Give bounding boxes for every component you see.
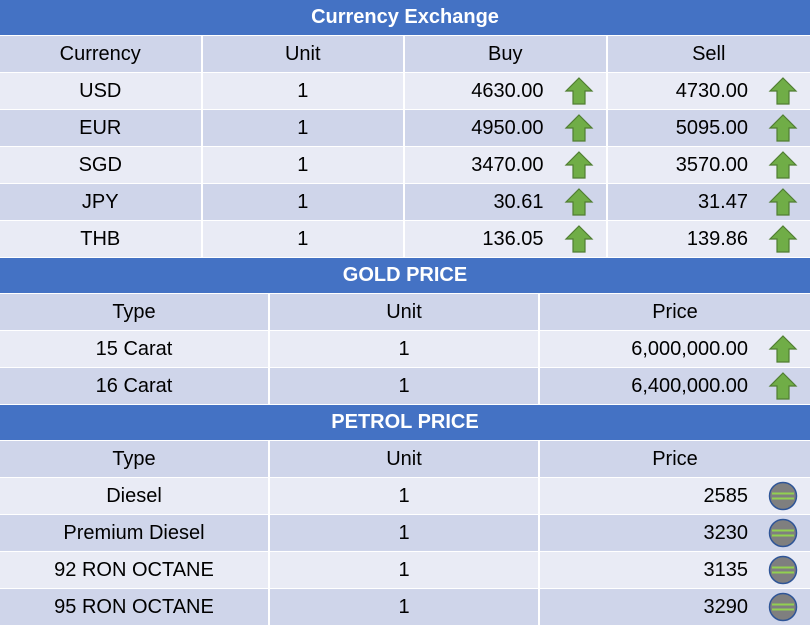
sell-rate: 4730.00 <box>608 73 811 109</box>
buy-rate-value: 30.61 <box>493 190 544 213</box>
gold-row: 15 Carat 1 6,000,000.00 <box>0 331 810 368</box>
petrol-type: Premium Diesel <box>0 515 270 551</box>
unchanged-icon <box>768 518 798 548</box>
up-arrow-icon <box>768 187 798 217</box>
buy-rate-value: 4950.00 <box>471 116 544 139</box>
up-arrow-icon <box>564 150 594 180</box>
header-type: Type <box>0 294 270 330</box>
currency-header-row: Currency Unit Buy Sell <box>0 36 810 73</box>
currency-row: USD 1 4630.00 4730.00 <box>0 73 810 110</box>
petrol-price-value: 3290 <box>703 595 749 618</box>
unchanged-icon <box>768 481 798 511</box>
unit-value: 1 <box>270 552 540 588</box>
sell-rate-value: 5095.00 <box>675 116 748 139</box>
sell-rate-value: 3570.00 <box>675 153 748 176</box>
buy-rate: 4950.00 <box>405 110 608 146</box>
buy-rate: 136.05 <box>405 221 608 257</box>
header-unit: Unit <box>270 441 540 477</box>
sell-rate: 3570.00 <box>608 147 811 183</box>
up-arrow-icon <box>564 224 594 254</box>
buy-rate-value: 136.05 <box>482 227 544 250</box>
up-arrow-icon <box>564 76 594 106</box>
unit-value: 1 <box>203 73 405 109</box>
buy-rate: 3470.00 <box>405 147 608 183</box>
petrol-price-value: 3135 <box>703 558 749 581</box>
gold-header-row: Type Unit Price <box>0 294 810 331</box>
currency-code: USD <box>0 73 203 109</box>
currency-row: JPY 1 30.61 31.47 <box>0 184 810 221</box>
up-arrow-icon <box>768 113 798 143</box>
header-currency: Currency <box>0 36 203 72</box>
sell-rate: 31.47 <box>608 184 811 220</box>
petrol-row: 92 RON OCTANE 1 3135 <box>0 552 810 589</box>
sell-rate-value: 31.47 <box>697 190 748 213</box>
currency-code: EUR <box>0 110 203 146</box>
petrol-price: 3290 <box>540 589 810 625</box>
buy-rate: 30.61 <box>405 184 608 220</box>
petrol-price-value: 2585 <box>703 484 749 507</box>
gold-price: 6,400,000.00 <box>540 368 810 404</box>
buy-rate: 4630.00 <box>405 73 608 109</box>
up-arrow-icon <box>768 150 798 180</box>
gold-price-value: 6,400,000.00 <box>631 374 748 397</box>
up-arrow-icon <box>768 76 798 106</box>
header-unit: Unit <box>270 294 540 330</box>
up-arrow-icon <box>564 187 594 217</box>
sell-rate: 139.86 <box>608 221 811 257</box>
unit-value: 1 <box>203 184 405 220</box>
gold-price: 6,000,000.00 <box>540 331 810 367</box>
unit-value: 1 <box>270 515 540 551</box>
currency-code: THB <box>0 221 203 257</box>
petrol-type: 92 RON OCTANE <box>0 552 270 588</box>
unit-value: 1 <box>203 221 405 257</box>
petrol-price: 3230 <box>540 515 810 551</box>
unit-value: 1 <box>270 589 540 625</box>
up-arrow-icon <box>564 113 594 143</box>
up-arrow-icon <box>768 224 798 254</box>
sell-rate-value: 139.86 <box>686 227 748 250</box>
header-unit: Unit <box>203 36 405 72</box>
currency-row: THB 1 136.05 139.86 <box>0 221 810 258</box>
header-price: Price <box>652 300 698 323</box>
petrol-header-row: Type Unit Price <box>0 441 810 478</box>
petrol-price-value: 3230 <box>703 521 749 544</box>
currency-row: SGD 1 3470.00 3570.00 <box>0 147 810 184</box>
currency-exchange-title: Currency Exchange <box>0 0 810 36</box>
sell-rate-value: 4730.00 <box>675 79 748 102</box>
unit-value: 1 <box>270 331 540 367</box>
header-type: Type <box>0 441 270 477</box>
unchanged-icon <box>768 555 798 585</box>
header-buy: Buy <box>405 36 608 72</box>
currency-code: SGD <box>0 147 203 183</box>
petrol-price-title: PETROL PRICE <box>0 405 810 441</box>
gold-type: 15 Carat <box>0 331 270 367</box>
petrol-type: Diesel <box>0 478 270 514</box>
up-arrow-icon <box>768 371 798 401</box>
petrol-price: 2585 <box>540 478 810 514</box>
petrol-row: Premium Diesel 1 3230 <box>0 515 810 552</box>
header-price: Price <box>652 447 698 470</box>
unit-value: 1 <box>203 147 405 183</box>
petrol-row: Diesel 1 2585 <box>0 478 810 515</box>
sell-rate: 5095.00 <box>608 110 811 146</box>
price-board: Currency Exchange Currency Unit Buy Sell… <box>0 0 810 626</box>
unit-value: 1 <box>270 478 540 514</box>
gold-price-title: GOLD PRICE <box>0 258 810 294</box>
unchanged-icon <box>768 592 798 622</box>
buy-rate-value: 3470.00 <box>471 153 544 176</box>
unit-value: 1 <box>203 110 405 146</box>
unit-value: 1 <box>270 368 540 404</box>
buy-rate-value: 4630.00 <box>471 79 544 102</box>
header-sell: Sell <box>692 42 726 65</box>
petrol-row: 95 RON OCTANE 1 3290 <box>0 589 810 626</box>
gold-price-value: 6,000,000.00 <box>631 337 748 360</box>
petrol-price: 3135 <box>540 552 810 588</box>
up-arrow-icon <box>768 334 798 364</box>
currency-row: EUR 1 4950.00 5095.00 <box>0 110 810 147</box>
gold-row: 16 Carat 1 6,400,000.00 <box>0 368 810 405</box>
gold-type: 16 Carat <box>0 368 270 404</box>
currency-code: JPY <box>0 184 203 220</box>
petrol-type: 95 RON OCTANE <box>0 589 270 625</box>
